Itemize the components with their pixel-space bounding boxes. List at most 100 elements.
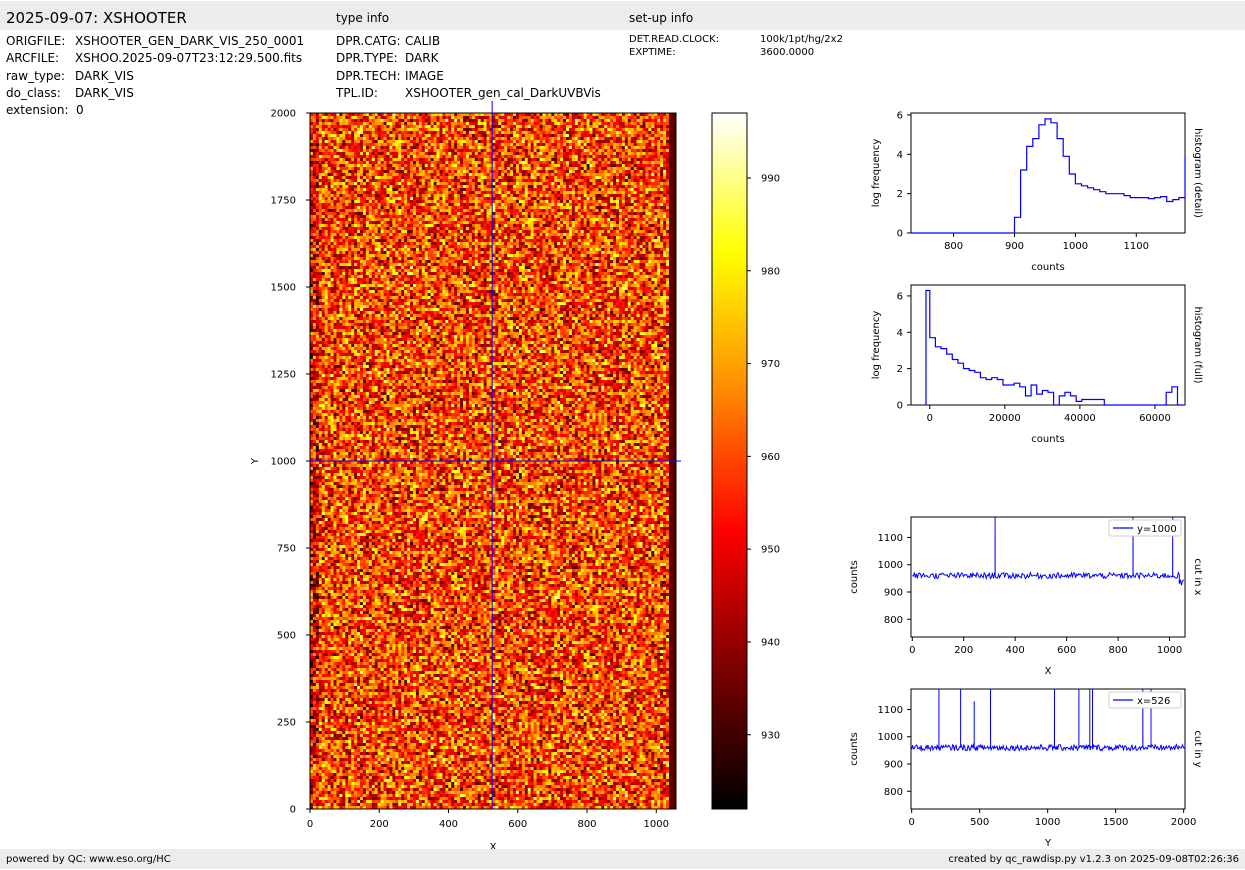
image-pixel xyxy=(334,203,337,206)
image-pixel xyxy=(357,284,360,287)
image-pixel xyxy=(360,167,363,170)
image-pixel xyxy=(325,524,328,527)
image-pixel xyxy=(357,320,360,323)
image-pixel xyxy=(363,224,366,227)
image-pixel xyxy=(354,245,357,248)
image-pixel xyxy=(328,293,331,296)
image-pixel xyxy=(336,413,339,416)
image-pixel xyxy=(328,206,331,209)
image-pixel xyxy=(328,227,331,230)
image-pixel xyxy=(363,635,366,638)
image-pixel xyxy=(366,248,369,251)
image-pixel xyxy=(313,728,316,731)
image-pixel xyxy=(354,137,357,140)
image-pixel xyxy=(334,206,337,209)
image-pixel xyxy=(319,641,322,644)
image-pixel xyxy=(319,311,322,314)
image-pixel xyxy=(342,434,345,437)
image-pixel xyxy=(351,794,354,797)
image-pixel xyxy=(342,311,345,314)
image-pixel xyxy=(316,392,319,395)
image-pixel xyxy=(328,611,331,614)
image-pixel xyxy=(357,761,360,764)
image-pixel xyxy=(354,737,357,740)
image-pixel xyxy=(369,773,372,776)
image-pixel xyxy=(357,533,360,536)
image-pixel xyxy=(348,341,351,344)
image-pixel xyxy=(322,614,325,617)
image-pixel xyxy=(316,182,319,185)
image-pixel xyxy=(348,428,351,431)
image-pixel xyxy=(319,389,322,392)
image-pixel xyxy=(342,647,345,650)
image-pixel xyxy=(336,320,339,323)
image-pixel xyxy=(366,626,369,629)
image-pixel xyxy=(357,494,360,497)
image-pixel xyxy=(342,152,345,155)
image-pixel xyxy=(369,737,372,740)
image-pixel xyxy=(345,692,348,695)
image-pixel xyxy=(372,281,375,284)
image-pixel xyxy=(319,125,322,128)
image-pixel xyxy=(316,305,319,308)
image-pixel xyxy=(351,152,354,155)
image-pixel xyxy=(372,122,375,125)
image-pixel xyxy=(354,215,357,218)
image-pixel xyxy=(316,500,319,503)
image-pixel xyxy=(345,368,348,371)
image-pixel xyxy=(319,323,322,326)
image-pixel xyxy=(357,629,360,632)
image-pixel xyxy=(357,644,360,647)
image-pixel xyxy=(334,299,337,302)
image-pixel xyxy=(348,281,351,284)
image-pixel xyxy=(336,656,339,659)
image-pixel xyxy=(339,407,342,410)
image-pixel xyxy=(310,683,313,686)
image-pixel xyxy=(363,434,366,437)
image-pixel xyxy=(348,557,351,560)
image-pixel xyxy=(316,422,319,425)
image-pixel xyxy=(369,566,372,569)
image-pixel xyxy=(363,677,366,680)
image-pixel xyxy=(354,119,357,122)
image-pixel xyxy=(351,533,354,536)
image-pixel xyxy=(313,305,316,308)
image-pixel xyxy=(372,341,375,344)
image-pixel xyxy=(366,569,369,572)
image-pixel xyxy=(319,422,322,425)
image-pixel xyxy=(334,167,337,170)
image-pixel xyxy=(342,128,345,131)
image-pixel xyxy=(348,368,351,371)
image-pixel xyxy=(328,170,331,173)
image-pixel xyxy=(319,626,322,629)
image-pixel xyxy=(331,491,334,494)
image-pixel xyxy=(316,146,319,149)
image-pixel xyxy=(366,686,369,689)
image-pixel xyxy=(369,656,372,659)
image-pixel xyxy=(345,161,348,164)
image-pixel xyxy=(331,632,334,635)
image-pixel xyxy=(360,614,363,617)
image-pixel xyxy=(316,371,319,374)
image-pixel xyxy=(348,278,351,281)
image-pixel xyxy=(348,662,351,665)
image-pixel xyxy=(319,326,322,329)
image-pixel xyxy=(319,521,322,524)
image-pixel xyxy=(342,707,345,710)
image-pixel xyxy=(313,557,316,560)
image-pixel xyxy=(339,701,342,704)
image-pixel xyxy=(339,287,342,290)
image-pixel xyxy=(334,602,337,605)
image-pixel xyxy=(339,755,342,758)
image-pixel xyxy=(328,539,331,542)
image-pixel xyxy=(354,740,357,743)
image-pixel xyxy=(339,398,342,401)
image-pixel xyxy=(357,362,360,365)
image-pixel xyxy=(319,557,322,560)
image-pixel xyxy=(345,800,348,803)
image-pixel xyxy=(354,509,357,512)
image-pixel xyxy=(322,371,325,374)
image-pixel xyxy=(328,422,331,425)
image-pixel xyxy=(336,341,339,344)
image-pixel xyxy=(322,119,325,122)
